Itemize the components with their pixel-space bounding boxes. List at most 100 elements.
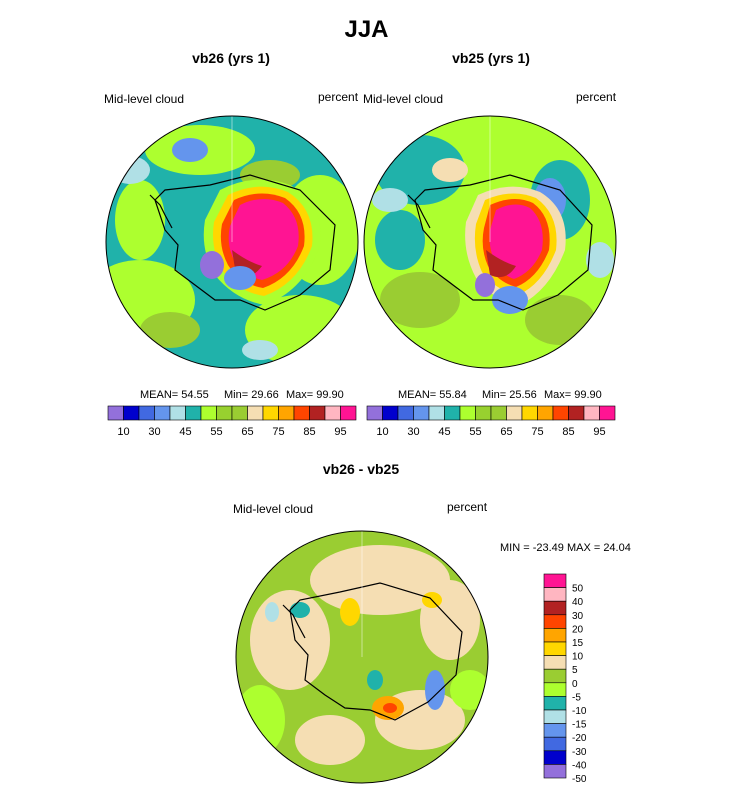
panel3-colorbar-swatch — [543, 696, 567, 711]
panel3-colorbar-tick-label: 0 — [572, 679, 578, 690]
panel2-colorbar-swatch — [568, 405, 585, 421]
panel1-max: Max= 99.90 — [286, 389, 344, 401]
panel3-colorbar-tick-label: 40 — [572, 597, 584, 608]
panel3-colorbar-tick-label: -20 — [572, 733, 587, 744]
panel3-colorbar-tick-label: 15 — [572, 638, 584, 649]
panel2-title: vb25 (yrs 1) — [452, 50, 530, 66]
panel2-colorbar-swatch — [475, 405, 492, 421]
panel2-colorbar-tick-label: 10 — [376, 426, 388, 438]
panel3-colorbar-swatch — [543, 628, 567, 643]
panel3-colorbar-tick-label: -40 — [572, 760, 587, 771]
panel1-colorbar-tick-label: 85 — [303, 426, 315, 438]
panel1-colorbar-swatch — [262, 405, 279, 421]
panel3-colorbar-tick-label: -15 — [572, 720, 587, 731]
panel2-colorbar-swatch — [537, 405, 554, 421]
panel1-colorbar-swatch — [324, 405, 341, 421]
panel1-variable-label: Mid-level cloud — [104, 92, 185, 106]
panel3-colorbar-tick-label: 20 — [572, 624, 584, 635]
panel1-title: vb26 (yrs 1) — [192, 50, 270, 66]
panel2-colorbar-tick-label: 55 — [469, 426, 481, 438]
panel1-colorbar-swatch — [154, 405, 171, 421]
panel3-units-label: percent — [447, 500, 488, 514]
panel3-colorbar-swatch — [543, 723, 567, 738]
panel2-variable-label: Mid-level cloud — [363, 92, 444, 106]
panel1-colorbar-tick-label: 30 — [148, 426, 160, 438]
panel3-colorbar-tick-label: -10 — [572, 706, 587, 717]
panel1-colorbar-swatch — [293, 405, 310, 421]
panel2-colorbar-swatch — [366, 405, 383, 421]
panel2-colorbar-swatch — [552, 405, 569, 421]
panel1-colorbar-swatch — [123, 405, 140, 421]
panel1-colorbar-tick-label: 45 — [179, 426, 191, 438]
figure-title: JJA — [344, 16, 389, 43]
panel1-mean: MEAN= 54.55 — [140, 389, 209, 401]
panel3-colorbar-swatch — [543, 573, 567, 588]
panel3-colorbar-swatch — [543, 682, 567, 697]
panel2-colorbar-tick-label: 85 — [562, 426, 574, 438]
panel2-map-border — [363, 115, 617, 369]
panel2-colorbar-swatch — [599, 405, 616, 421]
panel3-colorbar-swatch — [543, 587, 567, 602]
panel2-colorbar-swatch — [382, 405, 399, 421]
panel1-colorbar-swatch — [169, 405, 186, 421]
panel1-colorbar-swatch — [107, 405, 124, 421]
panel3-colorbar-swatch — [543, 641, 567, 656]
panel2-units-label: percent — [576, 90, 617, 104]
panel2-colorbar-tick-label: 95 — [593, 426, 605, 438]
panel2-colorbar-swatch — [521, 405, 538, 421]
panel3-colorbar-swatch — [543, 614, 567, 629]
panel1-colorbar-swatch — [200, 405, 217, 421]
panel3-colorbar-tick-label: -50 — [572, 774, 587, 785]
panel1-colorbar-tick-label: 55 — [210, 426, 222, 438]
panel1-colorbar-tick-label: 75 — [272, 426, 284, 438]
panel1-colorbar-tick-label: 10 — [117, 426, 129, 438]
panel2-max: Max= 99.90 — [544, 389, 602, 401]
panel3-colorbar-swatch — [543, 668, 567, 684]
panel3-minmax: MIN = -23.49 MAX = 24.04 — [500, 542, 631, 554]
panel3-colorbar-tick-label: -30 — [572, 747, 587, 758]
panel1-colorbar: 10 30 45 55 65 75 85 95 — [107, 405, 357, 438]
panel3-colorbar-swatch — [543, 764, 567, 779]
panel1-colorbar-tick-label: 65 — [241, 426, 253, 438]
panel2-colorbar-tick-label: 45 — [438, 426, 450, 438]
panel3-colorbar-tick-label: 30 — [572, 611, 584, 622]
panel2-colorbar-swatch — [583, 405, 600, 421]
panel1-colorbar-swatch — [247, 405, 264, 421]
panel1-units-label: percent — [318, 90, 359, 104]
panel2-colorbar-tick-label: 30 — [407, 426, 419, 438]
panel2-colorbar-swatch — [428, 405, 445, 421]
panel1-colorbar-swatch — [231, 405, 248, 421]
panel3-variable-label: Mid-level cloud — [233, 502, 314, 516]
panel3-colorbar-tick-label: -5 — [572, 692, 581, 703]
panel3-title: vb26 - vb25 — [322, 461, 400, 477]
panel3-colorbar-tick-label: 50 — [572, 584, 584, 595]
panel1-colorbar-swatch — [309, 405, 326, 421]
panel2-colorbar-tick-label: 65 — [500, 426, 512, 438]
panel1-map-border — [105, 115, 359, 369]
panel1-colorbar-swatch — [138, 405, 155, 421]
panel2-colorbar-swatch — [459, 405, 476, 421]
panel3-colorbar-tick-label: 10 — [572, 652, 584, 663]
panel2-colorbar: 10 30 45 55 65 75 85 95 — [366, 405, 616, 438]
panel1-colorbar-swatch — [278, 405, 295, 421]
panel3-colorbar-swatch — [543, 750, 567, 765]
panel1-map — [106, 116, 358, 368]
panel3-colorbar-swatch — [543, 600, 567, 616]
panel2-mean: MEAN= 55.84 — [398, 389, 467, 401]
panel1-colorbar-tick-label: 95 — [334, 426, 346, 438]
panel2-colorbar-swatch — [444, 405, 461, 421]
panel2-colorbar-swatch — [506, 405, 523, 421]
panel2-colorbar-swatch — [490, 405, 507, 421]
panel2-colorbar-swatch — [413, 405, 430, 421]
panel1-colorbar-swatch — [340, 405, 357, 421]
panel1-colorbar-swatch — [185, 405, 202, 421]
panel1-colorbar-swatch — [216, 405, 233, 421]
panel3-colorbar-swatch — [543, 709, 567, 724]
panel3-colorbar-swatch — [543, 655, 567, 670]
panel2-colorbar-swatch — [397, 405, 414, 421]
panel3-map-border — [235, 530, 489, 784]
panel3-colorbar-swatch — [543, 736, 567, 752]
panel1-min: Min= 29.66 — [224, 389, 279, 401]
